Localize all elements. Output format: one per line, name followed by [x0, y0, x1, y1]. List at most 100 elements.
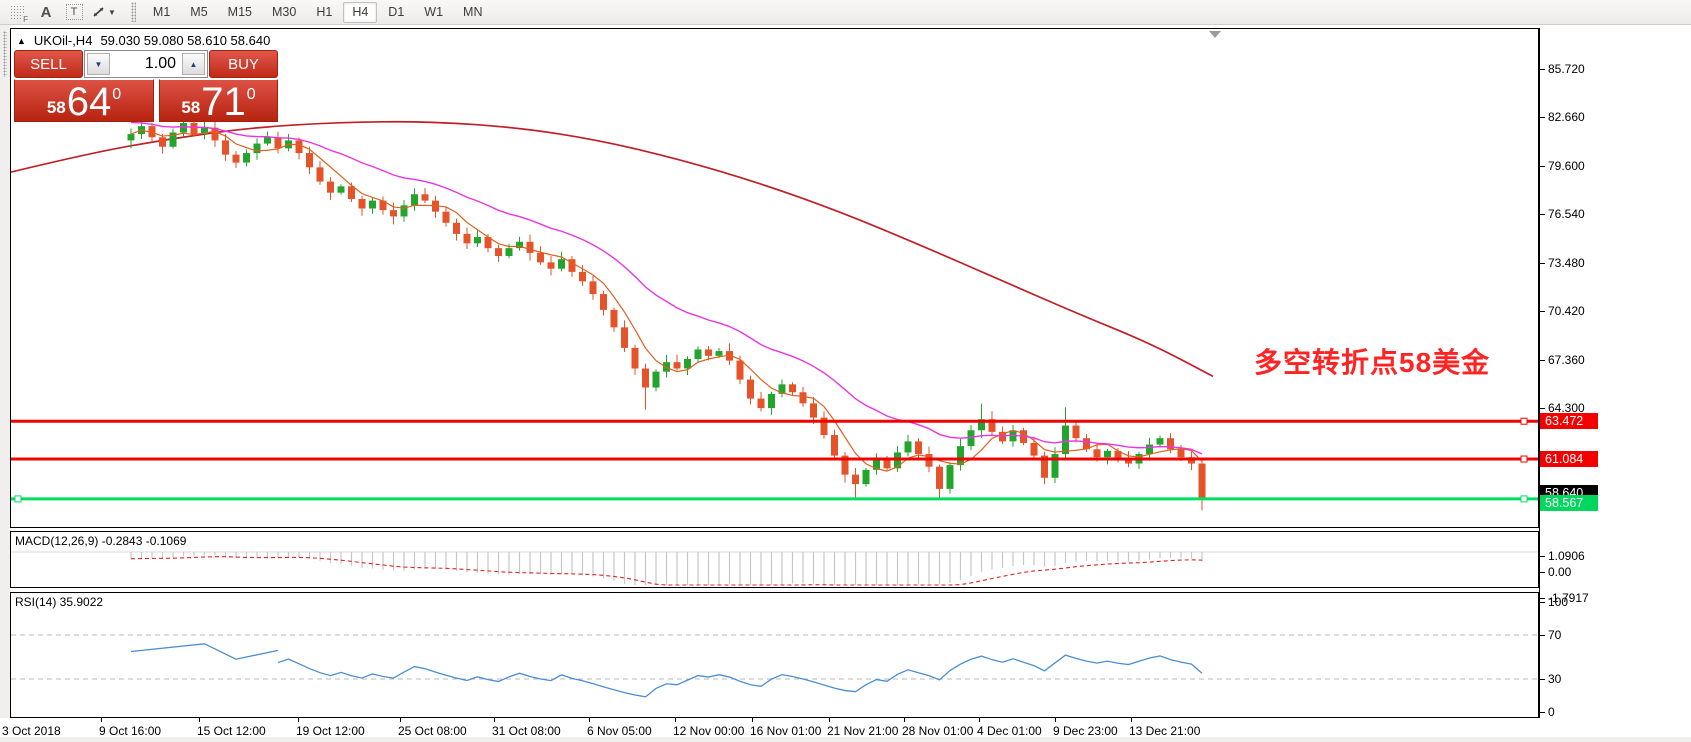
symbol-timeframe: UKOil-,H4	[33, 33, 93, 48]
time-tick	[101, 718, 102, 722]
volume-increase-button[interactable]: ▲	[182, 53, 205, 75]
boxed-t-icon: T	[65, 4, 83, 20]
price-tick-label: 70.420	[1548, 304, 1585, 319]
timeframe-button-h4[interactable]: H4	[343, 1, 378, 23]
left-dock-strip	[0, 25, 10, 742]
time-tick	[979, 718, 980, 722]
time-tick	[829, 718, 830, 722]
rsi-tick-label: 100	[1548, 595, 1569, 609]
time-label: 15 Oct 12:00	[197, 724, 266, 738]
arrows-tool-button[interactable]: ▼	[90, 2, 117, 23]
macd-tick-label: -1.7917	[1548, 591, 1589, 606]
rsi-tick-label: 0	[1548, 705, 1555, 719]
volume-input[interactable]: 1.00	[144, 55, 176, 72]
axis-tick	[1540, 262, 1545, 264]
price-tick-label: 73.480	[1548, 255, 1585, 270]
timeframe-button-m30[interactable]: M30	[272, 5, 297, 19]
support-line-badge: 58.567	[1540, 494, 1598, 511]
top-toolbar: F A T ▼ M1 M5 M15 M30 H1 H4 D1 W1 MN	[0, 0, 1691, 25]
macd-panel[interactable]: MACD(12,26,9) -0.2843 -0.1069	[10, 531, 1539, 588]
one-click-trading-panel: SELL ▼ 1.00 ▲ BUY 58 64 0 58 71 0	[14, 50, 278, 122]
time-label: 28 Nov 01:00	[902, 724, 974, 738]
time-tick	[1131, 718, 1132, 722]
time-tick	[904, 718, 905, 722]
sell-button[interactable]: SELL	[14, 50, 83, 78]
collapse-panel-icon[interactable]: ▲	[17, 36, 26, 46]
price-tick-label: 64.300	[1548, 401, 1585, 416]
timeframe-button-m1[interactable]: M1	[152, 5, 171, 19]
chart-window: ▲ UKOil-,H4 59.030 59.080 58.610 58.640 …	[0, 25, 1691, 742]
axis-tick	[1540, 408, 1545, 410]
time-label: 12 Nov 00:00	[673, 724, 745, 738]
price-tick-label: 85.720	[1548, 61, 1585, 76]
grid-f-icon: F	[10, 4, 28, 24]
timeframe-button-m5[interactable]: M5	[190, 5, 208, 19]
timeframe-button-w1[interactable]: W1	[424, 5, 444, 19]
volume-box: ▼ 1.00 ▲	[84, 50, 208, 78]
axis-tick	[1540, 311, 1545, 313]
price-tick-label: 82.660	[1548, 110, 1585, 125]
rsi-label: RSI(14) 35.9022	[15, 595, 104, 609]
time-tick	[1055, 718, 1056, 722]
price-axis[interactable]: 85.720 82.660 79.600 76.540 73.480 70.420 67.3…	[1539, 28, 1691, 719]
rsi-canvas[interactable]	[11, 593, 1538, 717]
axis-tick	[1540, 117, 1545, 119]
chart-shift-marker-icon[interactable]	[1209, 31, 1221, 38]
axis-tick	[1540, 214, 1545, 216]
price-tick-label: 79.600	[1548, 158, 1585, 173]
down-arrow-icon: ▼	[94, 59, 103, 69]
time-tick	[752, 718, 753, 722]
timeframe-button-mn[interactable]: MN	[463, 5, 483, 19]
toolbar-drag-handle[interactable]	[130, 2, 136, 22]
buy-button[interactable]: BUY	[209, 50, 278, 78]
timeframe-button-group: M1 M5 M15 M30 H1 H4 D1 W1 MN	[144, 1, 492, 23]
rsi-tick-label: 30	[1548, 672, 1562, 686]
time-label: 9 Oct 16:00	[99, 724, 162, 738]
sell-price-display[interactable]: 58 64 0	[14, 79, 154, 122]
axis-tick	[1540, 602, 1545, 603]
dropdown-caret-icon: ▼	[108, 7, 116, 17]
text-tool-button[interactable]: T	[62, 2, 86, 23]
dock-drag-handle[interactable]	[3, 31, 7, 77]
time-label: 3 Oct 2018	[2, 724, 61, 738]
timeframe-button-m15[interactable]: M15	[227, 5, 252, 19]
macd-tick-label: 0.00	[1548, 565, 1572, 579]
axis-tick	[1540, 635, 1545, 636]
axis-tick	[1540, 555, 1545, 557]
price-tick-label: 76.540	[1548, 207, 1585, 222]
price-divider	[154, 79, 159, 122]
diagonal-arrows-icon	[93, 7, 104, 17]
axis-tick	[1540, 165, 1545, 167]
macd-canvas[interactable]	[11, 532, 1538, 587]
axis-tick	[1540, 712, 1545, 713]
effects-tool-button[interactable]: F	[6, 2, 30, 24]
volume-decrease-button[interactable]: ▼	[87, 53, 110, 75]
time-tick	[675, 718, 676, 722]
time-label: 19 Oct 12:00	[296, 724, 365, 738]
price-chart-canvas[interactable]	[11, 29, 1538, 527]
price-chart-panel[interactable]: ▲ UKOil-,H4 59.030 59.080 58.610 58.640 …	[10, 28, 1539, 528]
time-label: 21 Nov 21:00	[827, 724, 899, 738]
ohlc-values: 59.030 59.080 58.610 58.640	[100, 33, 271, 48]
axis-tick	[1540, 572, 1545, 573]
text-label-tool-button[interactable]: A	[34, 2, 58, 23]
time-tick	[494, 718, 495, 722]
bottom-strip	[0, 737, 1691, 742]
time-tick	[400, 718, 401, 722]
buy-price-display[interactable]: 58 71 0	[159, 79, 278, 122]
candles-layer	[127, 117, 1206, 511]
timeframe-button-d1[interactable]: D1	[388, 5, 405, 19]
rsi-panel[interactable]: RSI(14) 35.9022	[10, 592, 1539, 718]
up-arrow-icon: ▲	[189, 59, 198, 69]
chart-title: ▲ UKOil-,H4 59.030 59.080 58.610 58.640	[17, 33, 270, 48]
timeframe-button-h1[interactable]: H1	[316, 5, 333, 19]
axis-tick	[1540, 359, 1545, 361]
time-label: 13 Dec 21:00	[1129, 724, 1201, 738]
time-label: 9 Dec 23:00	[1053, 724, 1118, 738]
time-label: 16 Nov 01:00	[750, 724, 822, 738]
macd-label: MACD(12,26,9) -0.2843 -0.1069	[15, 534, 187, 548]
rsi-tick-label: 70	[1548, 628, 1562, 642]
time-tick	[298, 718, 299, 722]
letter-a-icon: A	[40, 3, 52, 21]
time-label: 31 Oct 08:00	[492, 724, 561, 738]
